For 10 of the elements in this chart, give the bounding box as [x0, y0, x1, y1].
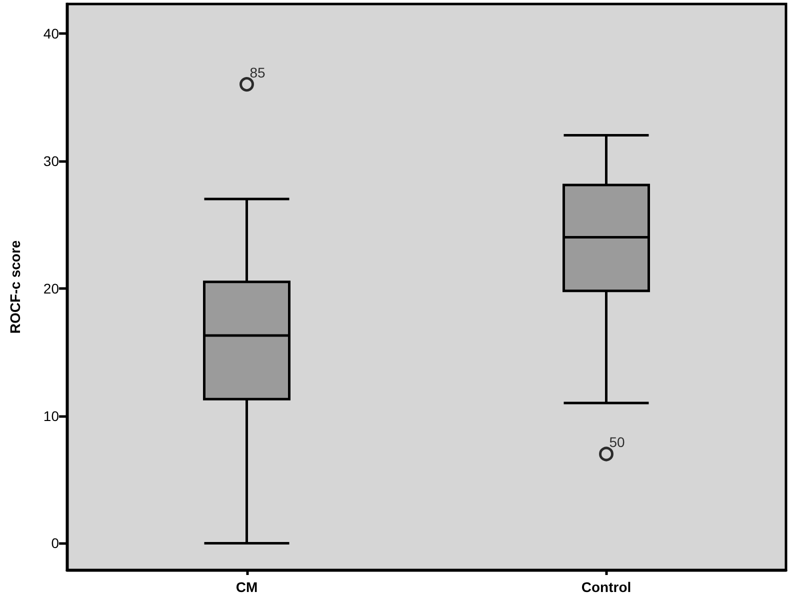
y-tick-label: 20 — [43, 280, 60, 296]
y-tick-label: 40 — [43, 25, 60, 42]
annotation: 50 — [609, 434, 626, 450]
x-tick-label: Control — [581, 579, 632, 595]
y-tick-label: 10 — [43, 408, 60, 424]
y-tick-label: 0 — [51, 535, 60, 552]
y-axis-title: ROCF-c score — [7, 240, 23, 334]
y-tick-label: 30 — [43, 152, 60, 169]
x-tick-label: CM — [236, 579, 258, 595]
annotation: 85 — [250, 64, 266, 80]
